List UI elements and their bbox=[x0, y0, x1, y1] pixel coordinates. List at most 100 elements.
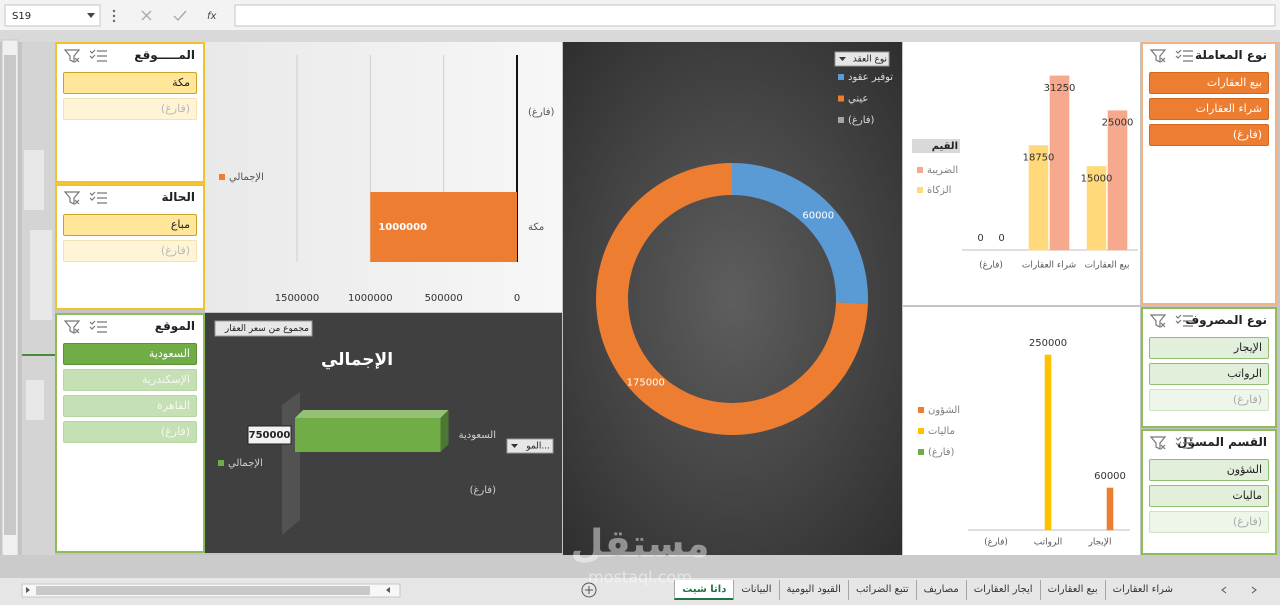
legend-title-box[interactable] bbox=[834, 51, 890, 67]
legend-label: عيني bbox=[848, 94, 868, 105]
name-box[interactable] bbox=[4, 4, 101, 27]
slicer-item[interactable]: بيع العقارات bbox=[1149, 72, 1269, 94]
category-label: (فارغ) bbox=[984, 538, 1008, 548]
multi-select-icon[interactable] bbox=[1175, 314, 1193, 327]
watermark-url: mostaql.com bbox=[588, 568, 692, 587]
slicer-item[interactable]: (فارغ) bbox=[63, 421, 197, 443]
legend-swatch bbox=[219, 174, 225, 180]
multi-select-icon[interactable] bbox=[89, 49, 107, 62]
name-box-dropdown[interactable] bbox=[87, 13, 95, 18]
filter-button[interactable] bbox=[506, 438, 554, 454]
bar-top-shade bbox=[295, 410, 449, 418]
slicer-item[interactable]: مباع bbox=[63, 214, 197, 236]
h-scroll-thumb[interactable] bbox=[36, 586, 370, 595]
legend-label: ماليات bbox=[928, 426, 955, 437]
data-label: 60000 bbox=[802, 211, 834, 222]
checks bbox=[89, 320, 96, 330]
slicer-item[interactable]: الرواتب bbox=[1149, 363, 1269, 385]
slicer: الحالة مباع (فارغ) bbox=[55, 184, 205, 310]
sheet-tab[interactable]: مصاريف bbox=[915, 580, 966, 600]
sheet-tab[interactable]: داتا شيت bbox=[674, 580, 734, 600]
legend-swatch bbox=[917, 167, 923, 173]
multi-select-icon[interactable] bbox=[89, 320, 107, 333]
sheet-tab[interactable]: البيانات bbox=[733, 580, 778, 600]
slicer-icons bbox=[1149, 313, 1197, 333]
slicer-item[interactable]: (فارغ) bbox=[1149, 511, 1269, 533]
category-label: الإيجار bbox=[1087, 538, 1111, 548]
slicer-item[interactable]: الشؤون bbox=[1149, 459, 1269, 481]
bar-side bbox=[440, 410, 449, 452]
sheet-tab[interactable]: القيود اليومية bbox=[778, 580, 848, 600]
slicer-item[interactable]: (فارغ) bbox=[1149, 389, 1269, 411]
legend-label: الشؤون bbox=[928, 405, 960, 416]
legend-label: توفير عقود bbox=[848, 72, 893, 83]
category-label: (فارغ) bbox=[979, 261, 1003, 271]
category-label: (فارغ) bbox=[528, 107, 555, 118]
clear-filter-icon[interactable] bbox=[63, 320, 81, 334]
lines bbox=[1183, 315, 1193, 327]
slicer-icons bbox=[1149, 435, 1197, 455]
clear-filter-icon[interactable] bbox=[63, 191, 81, 205]
multi-select-icon[interactable] bbox=[89, 191, 107, 204]
field-button[interactable] bbox=[214, 320, 313, 337]
slicer-icons bbox=[63, 191, 107, 205]
x-tick-label: 500000 bbox=[425, 293, 463, 304]
legend-swatch bbox=[218, 460, 224, 466]
bar-side-shade bbox=[440, 410, 449, 452]
legend-swatch bbox=[918, 449, 924, 455]
funnel bbox=[63, 49, 81, 63]
slicer: المـــــوقع مكة (فارغ) bbox=[55, 42, 205, 183]
legend-swatch bbox=[838, 74, 844, 80]
sheet-bottom bbox=[0, 555, 1280, 578]
chart-area bbox=[903, 307, 1140, 555]
clear-filter-icon[interactable] bbox=[1149, 49, 1167, 63]
slicer: نوع المصروف الإيجار الرواتب (فارغ) bbox=[1141, 307, 1277, 428]
clear-filter-icon[interactable] bbox=[63, 49, 81, 63]
lines bbox=[97, 321, 107, 333]
function-icon[interactable]: fx bbox=[207, 11, 217, 22]
slicer-item[interactable]: مكة bbox=[63, 72, 197, 94]
bar bbox=[295, 418, 441, 452]
slicer-item[interactable]: السعودية bbox=[63, 343, 197, 365]
slicer-item[interactable]: (فارغ) bbox=[1149, 124, 1269, 146]
add-sheet-plus bbox=[585, 586, 593, 594]
slicer-icons bbox=[1149, 49, 1193, 63]
legend-label: الزكاة bbox=[927, 185, 951, 196]
category-label: شراء العقارات bbox=[1022, 261, 1076, 271]
clear-filter-icon[interactable] bbox=[1149, 436, 1167, 450]
clear-filter-icon[interactable] bbox=[1149, 314, 1167, 328]
enter-icon[interactable] bbox=[173, 10, 187, 22]
tab-nav-arrows[interactable] bbox=[1221, 586, 1257, 594]
slicer-icons bbox=[63, 49, 107, 63]
slicer-item[interactable]: (فارغ) bbox=[63, 98, 197, 120]
funnel bbox=[63, 191, 81, 205]
sheet-tab[interactable]: ايجار العقارات bbox=[965, 580, 1040, 600]
slicer-item[interactable]: القاهرة bbox=[63, 395, 197, 417]
more-icon bbox=[112, 9, 116, 23]
data-label: 0 bbox=[977, 233, 983, 244]
bar bbox=[1049, 75, 1070, 251]
slicer-item[interactable]: شراء العقارات bbox=[1149, 98, 1269, 120]
sheet-tab[interactable]: تتبع الضرائب bbox=[847, 580, 916, 600]
formula-input[interactable] bbox=[234, 4, 1276, 27]
slicer-item[interactable]: ماليات bbox=[1149, 485, 1269, 507]
lines bbox=[1183, 437, 1193, 449]
bar bbox=[1044, 354, 1052, 531]
multi-select-icon[interactable] bbox=[1175, 49, 1193, 62]
slicer-item[interactable]: الإيجار bbox=[1149, 337, 1269, 359]
sheet-tab[interactable]: بيع العقارات bbox=[1039, 580, 1105, 600]
slicer: نوع المعاملة بيع العقارات شراء العقارات (فا… bbox=[1141, 42, 1277, 305]
lines bbox=[1183, 50, 1193, 62]
slicer-icons bbox=[63, 190, 111, 210]
slicer-item[interactable]: (فارغ) bbox=[63, 240, 197, 262]
scroll-thumb[interactable] bbox=[4, 55, 16, 535]
cancel-icon[interactable] bbox=[141, 10, 152, 21]
sheet-tab[interactable]: شراء العقارات bbox=[1104, 580, 1180, 600]
data-label: 250000 bbox=[1029, 338, 1067, 349]
slicer-item[interactable]: الإسكندرية bbox=[63, 369, 197, 391]
x-mark bbox=[74, 199, 80, 205]
watermark-logo: مستقل bbox=[571, 522, 710, 566]
multi-select-icon[interactable] bbox=[1175, 436, 1193, 449]
add-sheet[interactable] bbox=[581, 582, 597, 598]
